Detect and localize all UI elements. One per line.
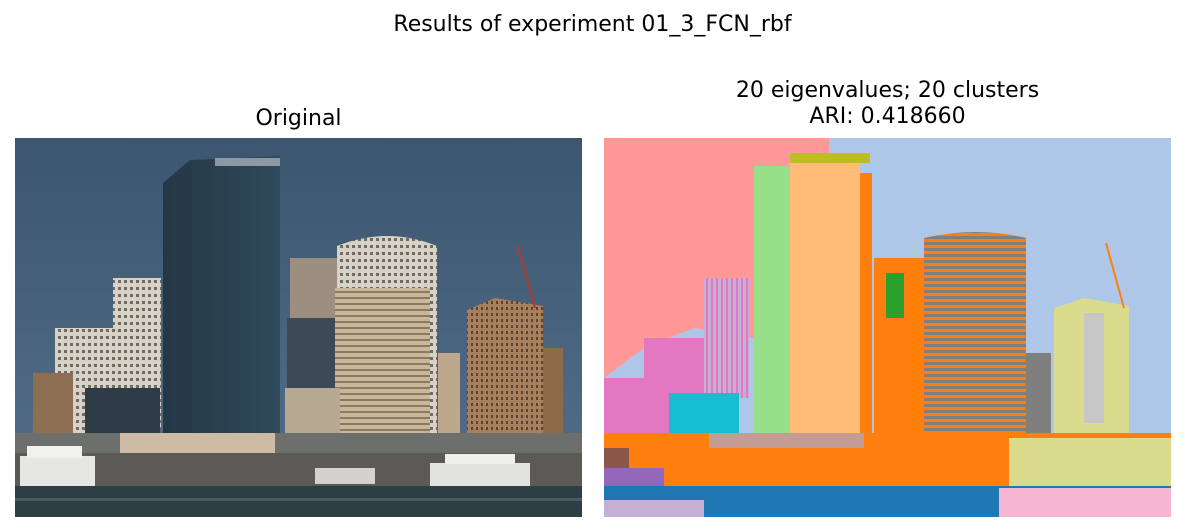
segmentation-title: 20 eigenvalues; 20 clusters ARI: 0.41866…	[604, 78, 1171, 130]
segmentation-title-line2: ARI: 0.418660	[809, 104, 966, 129]
original-image	[15, 138, 582, 517]
original-photo-svg	[15, 138, 582, 517]
original-title: Original	[255, 106, 342, 131]
segmentation-svg	[604, 138, 1171, 517]
figure-title: Results of experiment 01_3_FCN_rbf	[393, 12, 792, 37]
segmentation-title-line1: 20 eigenvalues; 20 clusters	[735, 78, 1040, 103]
segmentation-map	[604, 138, 1171, 517]
